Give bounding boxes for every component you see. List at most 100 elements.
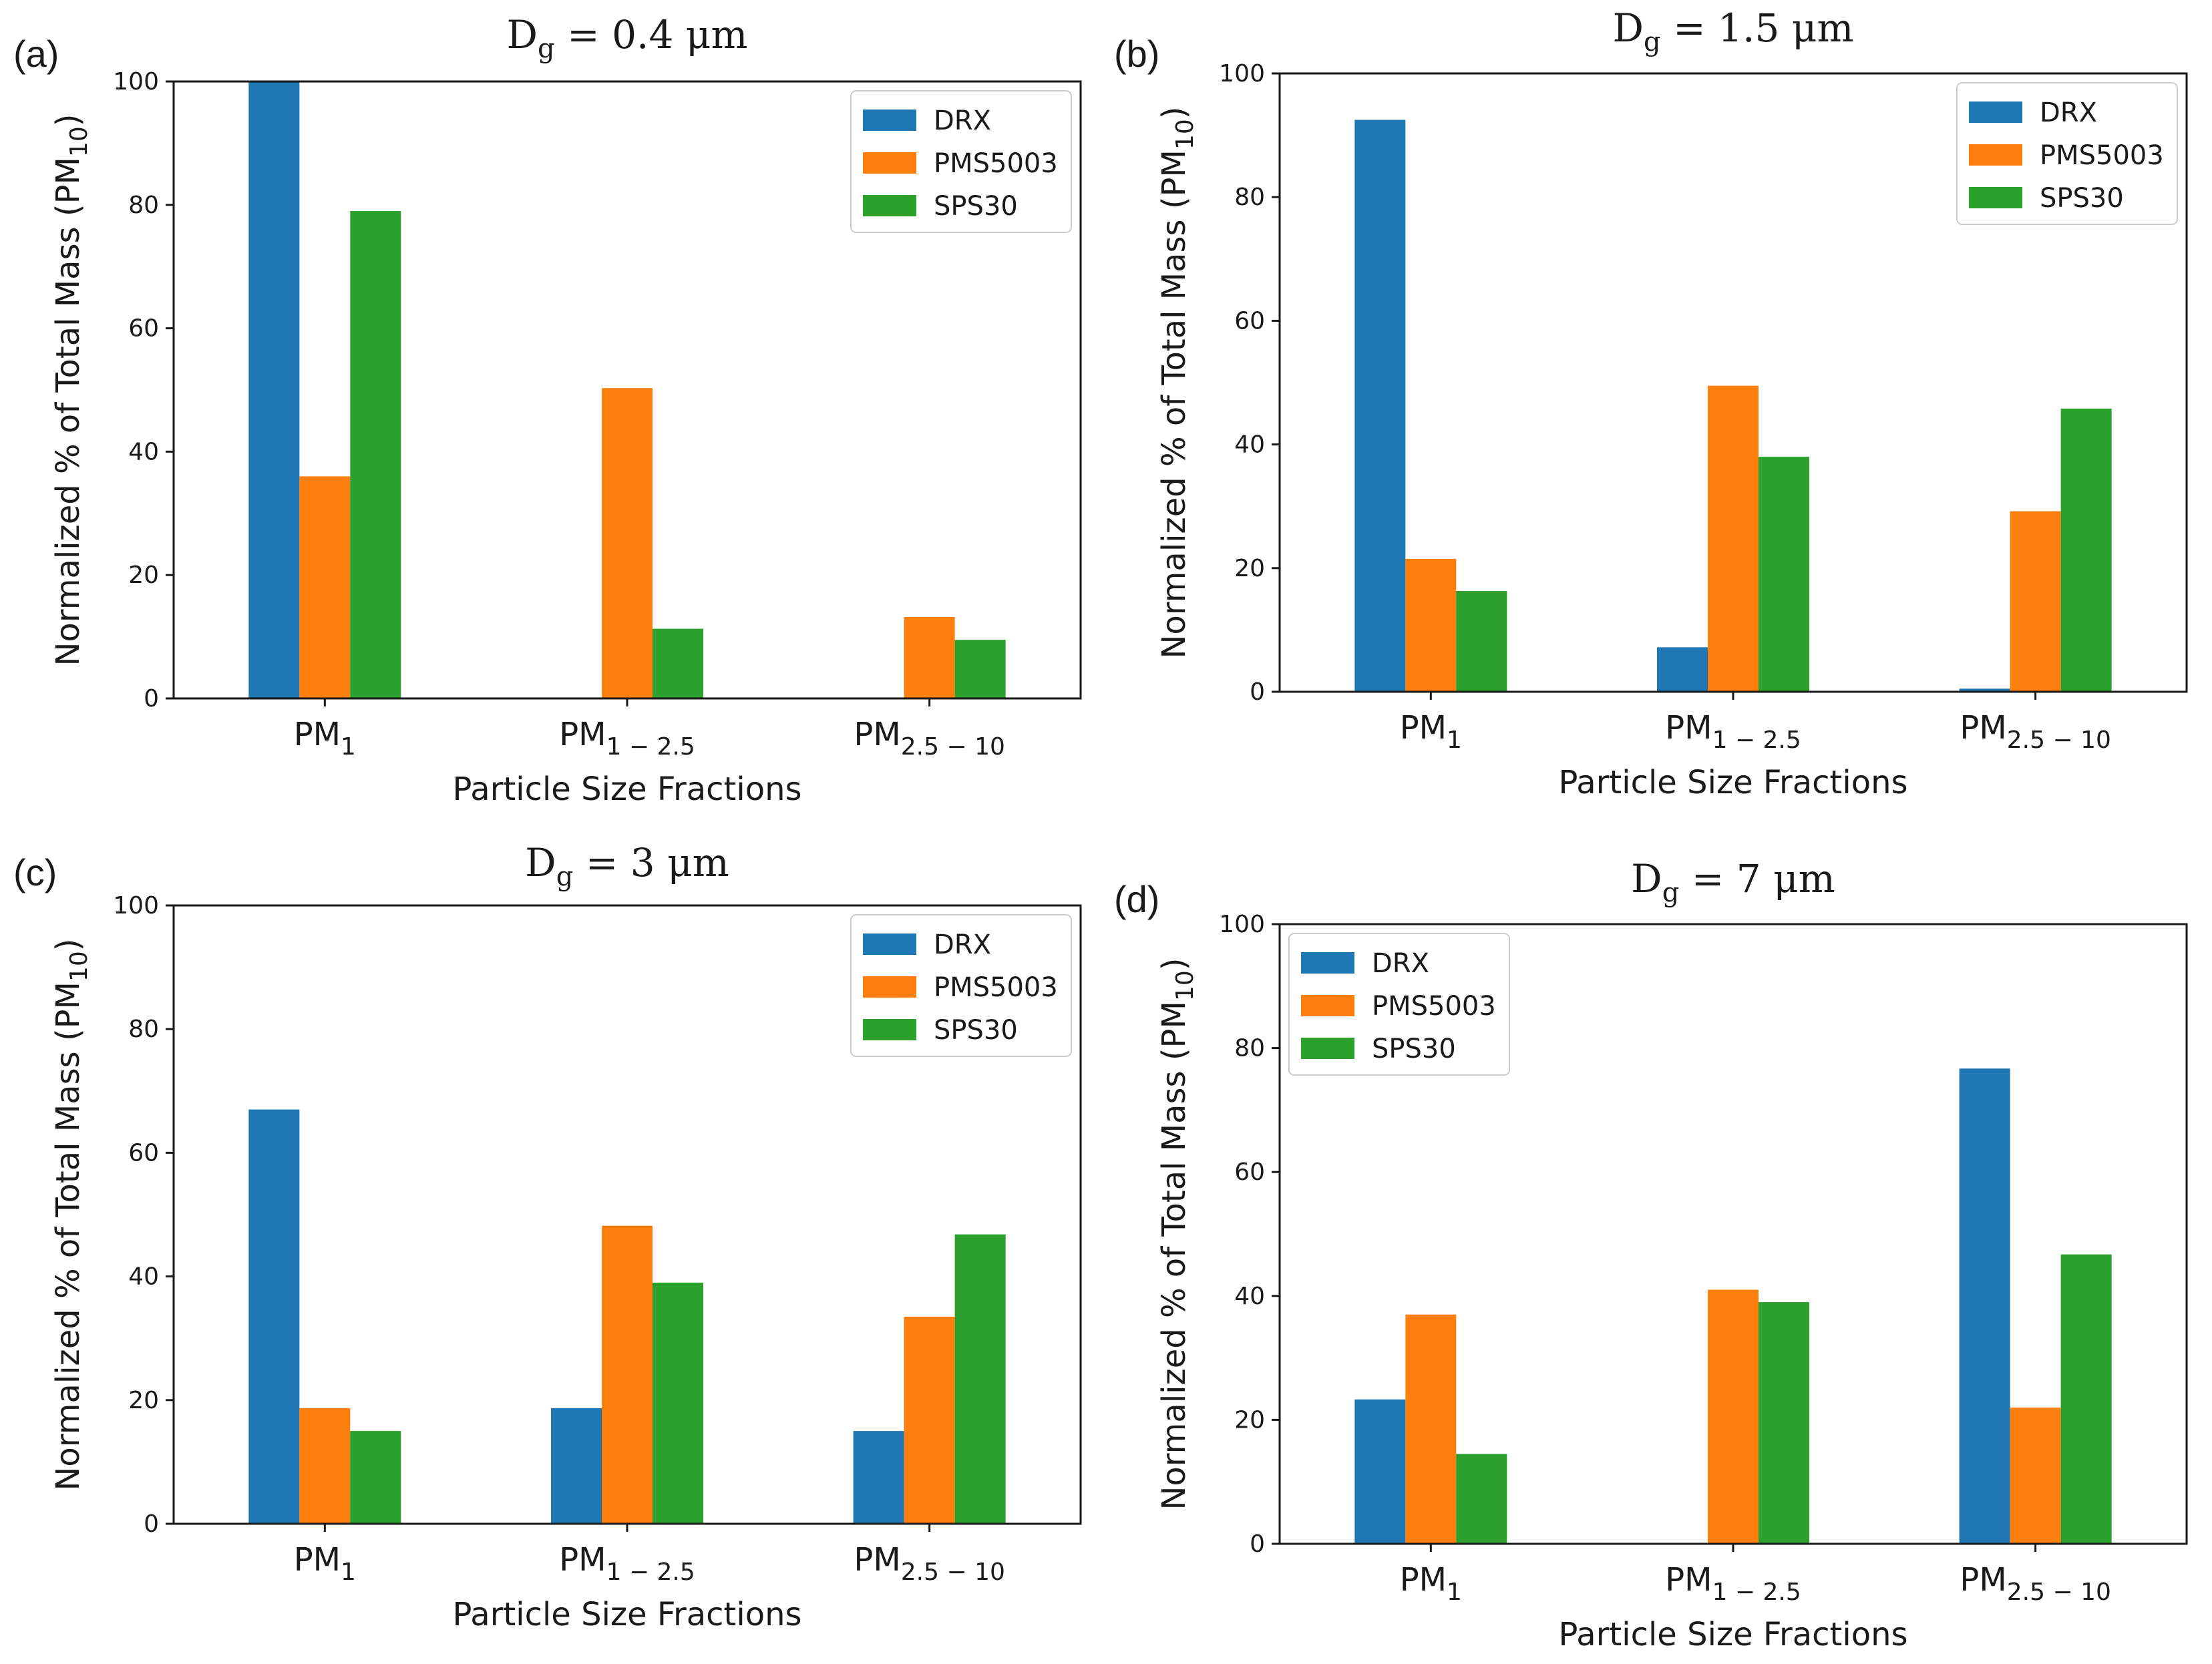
title-subscript: g <box>1662 877 1680 908</box>
title-symbol: D <box>507 12 538 57</box>
x-tick-label: PM1 − 2.5 <box>1665 1561 1801 1606</box>
title-symbol: D <box>1631 856 1662 901</box>
legend-swatch-pms5003 <box>1301 995 1354 1016</box>
bar-pms5003-2 <box>2010 1407 2061 1544</box>
y-axis-label-end: ) <box>49 114 87 127</box>
bar-pms5003-0 <box>299 476 351 698</box>
bar-drx-0 <box>248 1109 300 1524</box>
y-axis-label-end: ) <box>1155 958 1193 971</box>
x-tick-label-main: PM <box>1400 709 1447 747</box>
chart-title: Dg = 0.4 μm <box>507 12 748 64</box>
y-axis-label: Normalized % of Total Mass (PM10) <box>1155 958 1199 1510</box>
y-tick-label: 40 <box>128 1263 159 1291</box>
y-tick-label: 60 <box>1234 307 1265 335</box>
y-tick-label: 80 <box>128 1016 159 1043</box>
x-axis-label: Particle Size Fractions <box>452 771 801 808</box>
y-axis-label-subscript: 10 <box>1171 119 1199 150</box>
y-tick-label: 0 <box>1250 678 1265 706</box>
y-axis-label: Normalized % of Total Mass (PM10) <box>1155 107 1199 659</box>
title-value: = 7 μm <box>1679 856 1835 901</box>
bar-sps30-2 <box>954 640 1006 698</box>
legend-label-sps30: SPS30 <box>1372 1034 1456 1064</box>
title-symbol: D <box>1613 5 1644 51</box>
title-subscript: g <box>1644 27 1661 57</box>
x-tick-label: PM1 <box>1400 709 1462 754</box>
x-tick-label-main: PM <box>854 1541 900 1579</box>
y-tick-label: 80 <box>1234 1035 1265 1062</box>
x-tick-label-subscript: 1 <box>341 1558 356 1586</box>
x-tick-label: PM1 − 2.5 <box>559 716 695 761</box>
bar-pms5003-1 <box>1708 385 1759 692</box>
legend-label-pms5003: PMS5003 <box>934 148 1058 179</box>
y-tick-label: 0 <box>1250 1530 1265 1558</box>
y-axis-label-main: Normalized % of Total Mass (PM <box>49 982 87 1490</box>
y-tick-label: 60 <box>1234 1159 1265 1186</box>
bar-sps30-1 <box>1759 457 1809 692</box>
bar-drx-2 <box>1959 688 2010 692</box>
x-tick-label-subscript: 2.5 − 10 <box>901 733 1005 761</box>
x-tick-label-main: PM <box>559 716 606 753</box>
x-tick-label: PM2.5 − 10 <box>854 1541 1004 1586</box>
x-tick-label-subscript: 2.5 − 10 <box>901 1558 1005 1586</box>
legend-label-pms5003: PMS5003 <box>2040 140 2164 171</box>
y-axis-label-subscript: 10 <box>65 126 93 157</box>
y-axis-label-end: ) <box>1155 107 1193 120</box>
bar-pms5003-1 <box>602 1225 653 1524</box>
x-tick-label-main: PM <box>294 1541 341 1579</box>
y-tick-label: 100 <box>113 68 159 95</box>
bar-pms5003-1 <box>1708 1289 1759 1544</box>
panel-label: (b) <box>1114 33 1159 75</box>
chart-title: Dg = 7 μm <box>1631 856 1835 908</box>
bar-pms5003-0 <box>299 1408 351 1524</box>
bar-sps30-2 <box>954 1234 1006 1524</box>
legend-label-pms5003: PMS5003 <box>1372 991 1496 1022</box>
legend-swatch-sps30 <box>863 195 916 216</box>
x-tick-label-subscript: 1 <box>341 733 356 761</box>
bar-sps30-0 <box>350 211 401 698</box>
y-axis-label-main: Normalized % of Total Mass (PM <box>1155 150 1193 658</box>
title-subscript: g <box>538 33 555 64</box>
x-tick-label-subscript: 2.5 − 10 <box>2007 726 2111 754</box>
bar-pms5003-0 <box>1405 1314 1457 1544</box>
y-axis-label-main: Normalized % of Total Mass (PM <box>49 157 87 666</box>
bar-sps30-2 <box>2060 408 2112 692</box>
x-tick-label: PM1 <box>1400 1561 1462 1606</box>
y-tick-label: 60 <box>128 315 159 343</box>
legend-swatch-sps30 <box>1301 1038 1354 1059</box>
title-value: = 1.5 μm <box>1661 5 1854 51</box>
y-tick-label: 40 <box>128 438 159 465</box>
x-tick-label-main: PM <box>854 716 900 753</box>
legend-swatch-sps30 <box>863 1019 916 1040</box>
x-tick-label-main: PM <box>1960 1561 2006 1599</box>
title-value: = 0.4 μm <box>555 12 748 57</box>
y-tick-label: 60 <box>128 1139 159 1167</box>
bar-drx-0 <box>1354 120 1406 692</box>
x-tick-label-main: PM <box>1665 709 1712 747</box>
bar-pms5003-0 <box>1405 558 1457 692</box>
bar-sps30-1 <box>1759 1302 1809 1544</box>
y-tick-label: 20 <box>128 562 159 589</box>
bar-sps30-0 <box>350 1431 401 1524</box>
x-tick-label: PM2.5 − 10 <box>1960 1561 2110 1606</box>
x-tick-label-subscript: 1 − 2.5 <box>1712 726 1801 754</box>
legend-label-drx: DRX <box>1372 948 1429 979</box>
legend-swatch-pms5003 <box>1969 144 2022 166</box>
y-axis-label-subscript: 10 <box>1171 970 1199 1001</box>
x-tick-label: PM2.5 − 10 <box>854 716 1004 761</box>
legend-label-sps30: SPS30 <box>934 1015 1018 1046</box>
bar-sps30-1 <box>653 1282 703 1524</box>
legend: DRX PMS5003 SPS30 <box>1288 933 1510 1076</box>
legend-label-pms5003: PMS5003 <box>934 972 1058 1003</box>
x-tick-label-subscript: 2.5 − 10 <box>2007 1579 2111 1606</box>
bar-drx-0 <box>248 81 300 698</box>
y-tick-label: 20 <box>1234 555 1265 582</box>
panel-label: (a) <box>13 33 59 75</box>
x-tick-label-subscript: 1 − 2.5 <box>1712 1579 1801 1606</box>
x-axis-label: Particle Size Fractions <box>1558 1616 1907 1653</box>
y-tick-label: 100 <box>1219 60 1265 87</box>
x-tick-label-subscript: 1 <box>1447 726 1462 754</box>
chart-title: Dg = 3 μm <box>525 840 729 892</box>
